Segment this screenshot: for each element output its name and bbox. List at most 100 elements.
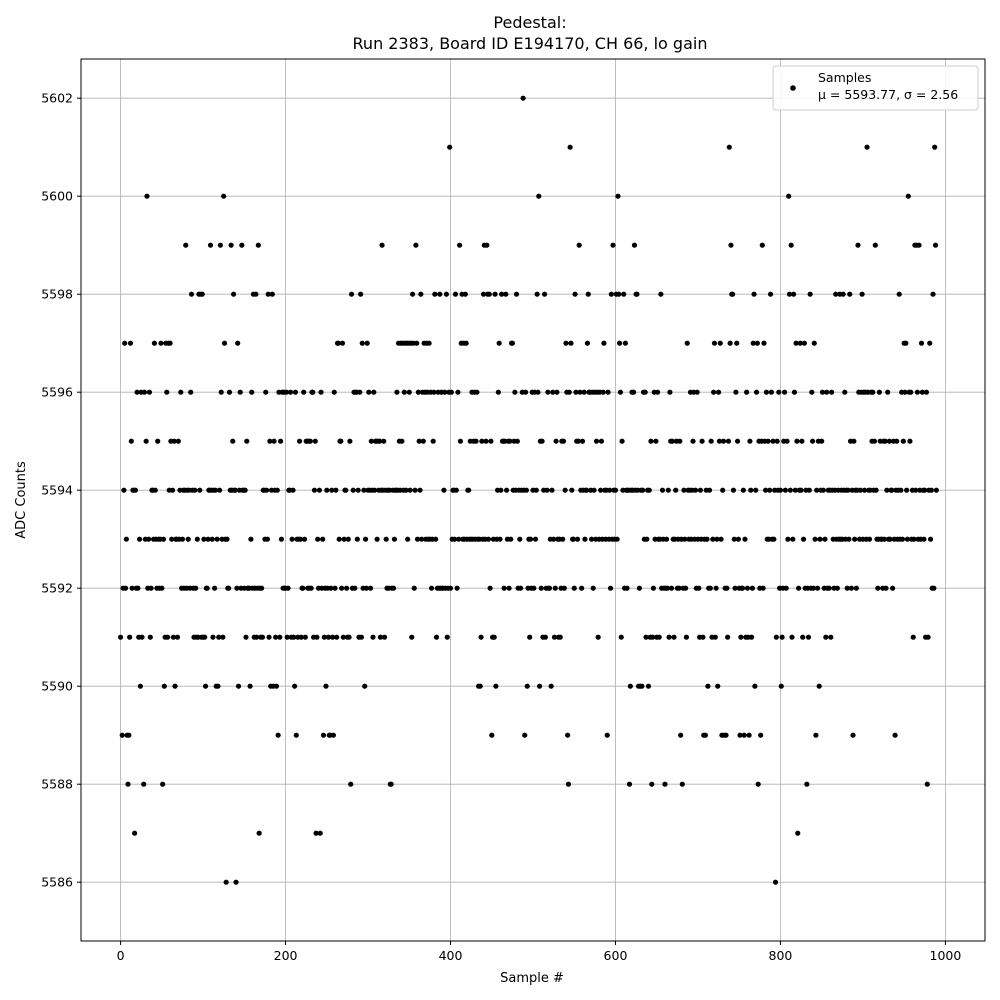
- sample-point: [271, 438, 277, 444]
- sample-point: [671, 634, 677, 640]
- sample-point: [724, 585, 730, 591]
- sample-point: [362, 683, 368, 689]
- sample-point: [725, 438, 732, 444]
- sample-point: [826, 585, 832, 591]
- sample-point: [284, 634, 290, 640]
- sample-point: [840, 291, 846, 297]
- sample-point: [235, 683, 242, 689]
- sample-point: [682, 536, 688, 542]
- sample-point: [730, 487, 737, 493]
- sample-point: [892, 732, 898, 738]
- sample-point: [820, 487, 826, 493]
- sample-point: [161, 683, 167, 689]
- sample-point: [571, 585, 577, 591]
- sample-point: [786, 291, 793, 297]
- sample-point: [456, 536, 462, 542]
- sample-point: [383, 536, 389, 542]
- sample-point: [401, 389, 407, 395]
- sample-point: [491, 634, 497, 640]
- sample-point: [407, 487, 413, 493]
- sample-point: [801, 340, 807, 346]
- sample-point: [664, 536, 670, 542]
- sample-point: [762, 487, 769, 493]
- sample-point: [772, 879, 779, 885]
- sample-point: [300, 585, 306, 591]
- sample-point: [415, 389, 421, 395]
- sample-point: [669, 438, 675, 444]
- sample-point: [544, 487, 550, 493]
- sample-point: [760, 585, 766, 591]
- sample-point: [254, 634, 260, 640]
- sample-point: [548, 683, 554, 689]
- y-tick-label: 5590: [41, 679, 73, 694]
- sample-point: [844, 585, 850, 591]
- sample-point: [172, 683, 178, 689]
- sample-point: [739, 585, 746, 591]
- sample-point: [169, 487, 176, 493]
- sample-point: [640, 487, 646, 493]
- sample-point: [541, 291, 548, 297]
- sample-point: [864, 144, 870, 150]
- sample-point: [315, 536, 321, 542]
- sample-point: [348, 291, 355, 297]
- sample-point: [535, 389, 541, 395]
- sample-point: [301, 389, 307, 395]
- sample-point: [473, 438, 479, 444]
- sample-point: [320, 732, 327, 738]
- sample-point: [164, 389, 170, 395]
- sample-point: [720, 438, 727, 444]
- sample-point: [165, 634, 171, 640]
- sample-point: [927, 536, 934, 542]
- sample-point: [370, 634, 376, 640]
- sample-point: [713, 585, 719, 591]
- sample-point: [804, 781, 810, 787]
- sample-point: [298, 634, 304, 640]
- sample-point: [889, 487, 895, 493]
- sample-point: [711, 340, 718, 346]
- sample-point: [900, 438, 906, 444]
- sample-point: [684, 340, 690, 346]
- sample-point: [771, 536, 777, 542]
- sample-point: [913, 487, 919, 493]
- sample-point: [573, 389, 579, 395]
- sample-point: [870, 389, 876, 395]
- sample-point: [151, 340, 158, 346]
- sample-point: [479, 438, 485, 444]
- sample-point: [910, 634, 916, 640]
- sample-point: [455, 389, 461, 395]
- sample-point: [741, 732, 747, 738]
- legend-stats-text: μ = 5593.77, σ = 2.56: [818, 87, 958, 102]
- sample-point: [215, 683, 221, 689]
- sample-point: [506, 585, 512, 591]
- sample-point: [210, 634, 216, 640]
- sample-point: [636, 585, 643, 591]
- sample-point: [532, 536, 539, 542]
- sample-point: [718, 536, 724, 542]
- sample-point: [433, 536, 439, 542]
- sample-point: [188, 389, 194, 395]
- sample-point: [228, 242, 234, 248]
- sample-point: [649, 634, 656, 640]
- sample-point: [823, 634, 829, 640]
- sample-point: [902, 389, 908, 395]
- sample-point: [453, 487, 459, 493]
- sample-point: [354, 536, 360, 542]
- sample-point: [486, 291, 492, 297]
- sample-point: [527, 634, 533, 640]
- sample-point: [890, 585, 896, 591]
- sample-point: [813, 732, 819, 738]
- sample-point: [291, 634, 297, 640]
- sample-point: [922, 487, 928, 493]
- sample-point: [139, 634, 145, 640]
- sample-point: [896, 291, 902, 297]
- sample-point: [819, 438, 825, 444]
- sample-point: [207, 242, 214, 248]
- sample-point: [859, 291, 865, 297]
- sample-point: [799, 438, 805, 444]
- sample-point: [554, 389, 560, 395]
- sample-point: [649, 781, 655, 787]
- sample-point: [285, 585, 291, 591]
- sample-point: [433, 634, 440, 640]
- sample-point: [496, 340, 502, 346]
- sample-point: [761, 340, 767, 346]
